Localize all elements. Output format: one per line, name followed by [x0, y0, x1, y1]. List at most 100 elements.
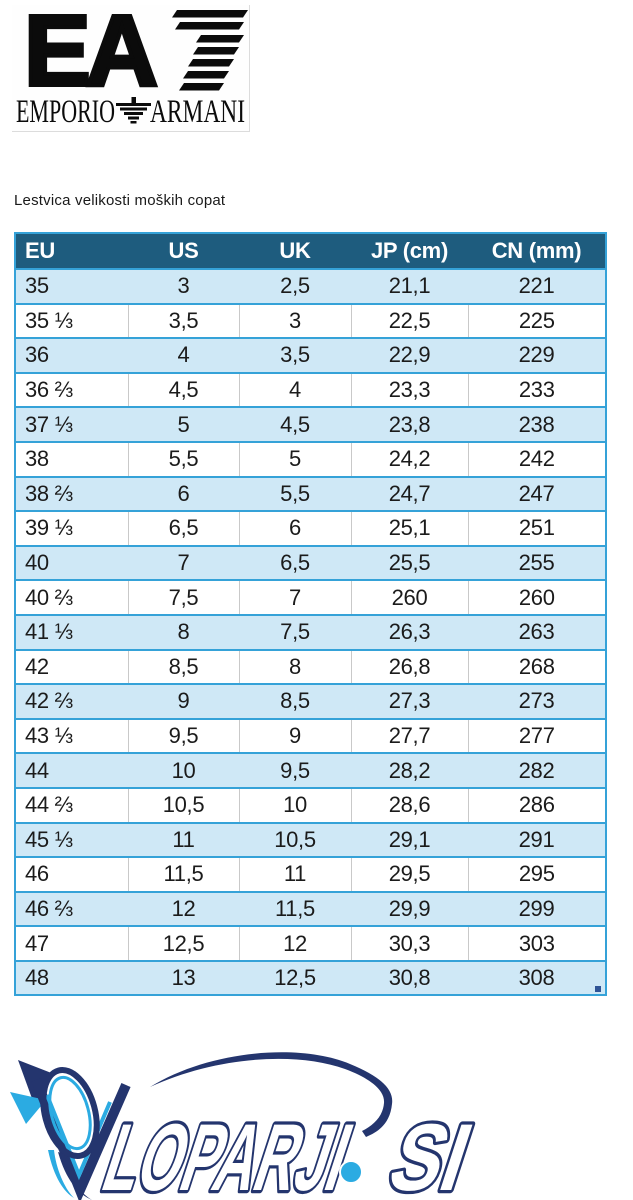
table-cell: 5,5	[280, 480, 310, 506]
table-cell: 233	[467, 372, 606, 408]
table-cell: 8	[177, 619, 190, 645]
table-row: 35 ⅓ 3,5 3 22,5 225	[15, 303, 606, 339]
table-cell: 38	[25, 446, 49, 472]
table-cell: 303	[467, 926, 606, 961]
table-cell: 5	[238, 441, 351, 477]
table-cell: 6	[177, 480, 190, 506]
table-cell: 8	[238, 649, 351, 685]
table-cell: 24,7	[388, 480, 431, 506]
table-cell: 11,5	[127, 857, 239, 892]
table-cell: 11	[238, 857, 351, 892]
table-cell: 6,5	[280, 550, 310, 576]
table-cell: 39 ⅓	[25, 515, 73, 541]
loparji-logo: LOPARJI SI	[10, 1052, 487, 1200]
table-cell: 7	[238, 580, 351, 615]
table-cell: 7,5	[127, 580, 239, 615]
table-cell: 6	[238, 511, 351, 546]
table-cell: 38 ⅔	[25, 480, 73, 506]
table-cell: 8,5	[280, 688, 310, 714]
footer-logo: LOPARJI SI	[0, 1040, 633, 1200]
si-text: SI	[378, 1104, 485, 1200]
table-cell: 22,5	[350, 303, 468, 339]
table-cell: 10,5	[274, 826, 316, 852]
table-cell: 260	[467, 580, 606, 615]
table-cell: 12,5	[274, 965, 316, 991]
size-table-wrap: EU US UK JP (cm) CN (mm) 35 3 2,5 21,1 221 35 ⅓ 3,…	[14, 232, 607, 997]
table-cell: 251	[467, 511, 606, 546]
table-cell: 25,5	[388, 550, 431, 576]
table-cell: 48	[25, 965, 49, 991]
table-cell: 22,9	[388, 342, 431, 368]
table-cell: 4,5	[280, 411, 310, 437]
table-row: 36 4 3,5 22,9 229	[15, 338, 606, 373]
table-cell: 7	[177, 550, 190, 576]
emporio-text: EMPORIO	[16, 94, 115, 130]
table-row: 42 ⅔ 9 8,5 27,3 273	[15, 684, 606, 719]
table-cell: 242	[467, 441, 606, 477]
table-row: 44 ⅔ 10,5 10 28,6 286	[15, 787, 606, 823]
table-row: 48 13 12,5 30,8 308	[15, 960, 606, 996]
table-cell: 21,1	[388, 273, 431, 299]
resize-handle[interactable]	[595, 986, 601, 993]
table-cell: 44	[25, 757, 49, 783]
table-cell: 30,8	[388, 965, 431, 991]
table-cell: 6,5	[127, 511, 239, 546]
table-row: 42 8,5 8 26,8 268	[15, 649, 606, 685]
table-cell: 35 ⅓	[25, 307, 73, 333]
table-cell: 3	[238, 303, 351, 339]
table-cell: 23,3	[350, 372, 468, 408]
table-cell: 10	[238, 787, 351, 823]
table-cell: 3,5	[127, 303, 239, 339]
table-cell: 29,1	[388, 826, 431, 852]
table-cell: 308	[518, 965, 555, 991]
table-cell: 5	[177, 411, 190, 437]
table-row: 36 ⅔ 4,5 4 23,3 233	[15, 372, 606, 408]
size-table-head-row: EU US UK JP (cm) CN (mm)	[15, 233, 606, 270]
table-row: 38 ⅔ 6 5,5 24,7 247	[15, 476, 606, 512]
table-cell: 40	[25, 550, 49, 576]
table-cell: 10	[171, 757, 196, 783]
table-cell: 47	[25, 930, 49, 956]
table-row: 43 ⅓ 9,5 9 27,7 277	[15, 718, 606, 754]
table-row: 40 ⅔ 7,5 7 260 260	[15, 580, 606, 615]
table-cell: 9	[177, 688, 190, 714]
table-cell: 30,3	[350, 926, 468, 961]
table-cell: 10,5	[127, 787, 239, 823]
table-cell: 44 ⅔	[25, 792, 73, 818]
page-title: Lestvica velikosti moških copat	[14, 192, 226, 209]
table-cell: 46 ⅔	[25, 895, 73, 921]
table-cell: 4	[177, 342, 190, 368]
table-row: 38 5,5 5 24,2 242	[15, 441, 606, 477]
table-cell: 12	[171, 895, 196, 921]
table-cell: 12	[238, 926, 351, 961]
table-row: 46 ⅔ 12 11,5 29,9 299	[15, 891, 606, 927]
table-cell: 23,8	[388, 411, 431, 437]
table-row: 47 12,5 12 30,3 303	[15, 926, 606, 961]
table-cell: 2,5	[280, 273, 310, 299]
table-cell: 29,5	[350, 857, 468, 892]
table-cell: 9,5	[127, 718, 239, 754]
table-row: 39 ⅓ 6,5 6 25,1 251	[15, 511, 606, 546]
table-row: 46 11,5 11 29,5 295	[15, 857, 606, 892]
table-cell: 3,5	[280, 342, 310, 368]
table-cell: 40 ⅔	[25, 584, 73, 610]
size-table-head: EU US UK JP (cm) CN (mm)	[15, 233, 606, 270]
table-cell: 260	[350, 580, 468, 615]
seven-stripes-icon	[172, 10, 248, 91]
swoosh-icon	[150, 1052, 393, 1137]
table-cell: 27,7	[350, 718, 468, 754]
table-cell: 11	[172, 826, 195, 852]
column-header: JP (cm)	[351, 233, 468, 270]
badminton-racket-icon	[10, 1060, 131, 1200]
table-cell: 36 ⅔	[25, 377, 73, 403]
table-row: 37 ⅓ 5 4,5 23,8 238	[15, 407, 606, 442]
table-cell: 45 ⅓	[25, 826, 73, 852]
table-cell: 13	[171, 965, 196, 991]
ea7-logo: EA EMPORIO ARMANI	[16, 5, 248, 130]
table-cell: 25,1	[350, 511, 468, 546]
table-cell: 36	[25, 342, 49, 368]
table-cell: 41 ⅓	[25, 619, 73, 645]
table-row: 35 3 2,5 21,1 221	[15, 269, 606, 304]
table-cell: 9	[238, 718, 351, 754]
table-cell: 273	[518, 688, 555, 714]
